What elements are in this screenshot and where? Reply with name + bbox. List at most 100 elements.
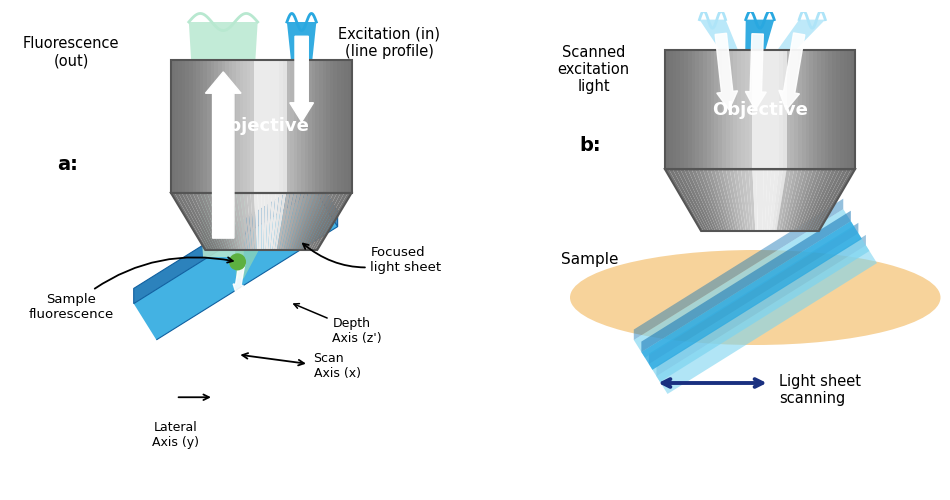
Polygon shape [730, 50, 733, 169]
Polygon shape [726, 169, 741, 231]
Polygon shape [836, 50, 840, 169]
Polygon shape [756, 50, 760, 169]
Polygon shape [207, 193, 230, 250]
Polygon shape [263, 193, 269, 250]
Polygon shape [832, 50, 836, 169]
Polygon shape [770, 169, 779, 231]
Polygon shape [225, 60, 229, 193]
Polygon shape [745, 50, 749, 169]
Polygon shape [825, 50, 828, 169]
Polygon shape [802, 50, 806, 169]
Polygon shape [308, 193, 341, 250]
Polygon shape [287, 60, 290, 193]
Polygon shape [793, 169, 817, 231]
Polygon shape [774, 169, 787, 231]
Polygon shape [771, 50, 775, 169]
Polygon shape [283, 60, 287, 193]
Polygon shape [312, 60, 315, 193]
Polygon shape [233, 60, 236, 193]
Polygon shape [276, 193, 290, 250]
Polygon shape [718, 50, 722, 169]
Polygon shape [175, 60, 179, 193]
Polygon shape [798, 169, 825, 231]
Polygon shape [293, 193, 315, 250]
Polygon shape [275, 193, 287, 250]
Polygon shape [814, 169, 851, 231]
Text: Scan
Axis (x): Scan Axis (x) [314, 352, 360, 380]
Polygon shape [707, 169, 730, 231]
Polygon shape [665, 50, 669, 169]
Polygon shape [649, 234, 869, 382]
Polygon shape [319, 60, 323, 193]
Polygon shape [233, 193, 246, 250]
Polygon shape [781, 169, 798, 231]
Polygon shape [247, 193, 255, 250]
Polygon shape [273, 193, 283, 250]
Polygon shape [251, 60, 254, 193]
Polygon shape [175, 193, 210, 250]
Polygon shape [326, 60, 330, 193]
Polygon shape [779, 169, 794, 231]
Text: Light sheet
scanning: Light sheet scanning [779, 374, 861, 406]
Polygon shape [680, 169, 712, 231]
Polygon shape [656, 235, 865, 376]
Polygon shape [229, 193, 243, 250]
Polygon shape [269, 60, 272, 193]
Polygon shape [817, 169, 855, 231]
Polygon shape [313, 193, 348, 250]
Polygon shape [684, 169, 715, 231]
Polygon shape [730, 169, 744, 231]
Polygon shape [733, 50, 737, 169]
Text: Depth
Axis (z'): Depth Axis (z') [294, 304, 382, 345]
Polygon shape [795, 169, 821, 231]
Polygon shape [680, 50, 684, 169]
Polygon shape [722, 169, 739, 231]
Polygon shape [722, 50, 726, 169]
Polygon shape [767, 169, 775, 231]
Polygon shape [257, 193, 261, 250]
Polygon shape [266, 193, 272, 250]
Polygon shape [308, 60, 312, 193]
Polygon shape [737, 169, 749, 231]
Polygon shape [261, 193, 265, 250]
Polygon shape [641, 210, 851, 352]
Polygon shape [684, 50, 688, 169]
Polygon shape [276, 60, 279, 193]
Polygon shape [699, 50, 703, 169]
Polygon shape [847, 50, 851, 169]
Polygon shape [676, 50, 680, 169]
Polygon shape [703, 169, 727, 231]
Polygon shape [771, 169, 783, 231]
Polygon shape [254, 60, 257, 193]
FancyArrow shape [290, 36, 314, 121]
Polygon shape [297, 193, 323, 250]
Polygon shape [268, 193, 276, 250]
Polygon shape [134, 175, 315, 304]
Polygon shape [809, 50, 813, 169]
Polygon shape [171, 60, 175, 193]
Polygon shape [337, 60, 341, 193]
Polygon shape [294, 60, 297, 193]
Polygon shape [197, 60, 199, 193]
Polygon shape [236, 193, 248, 250]
Polygon shape [669, 169, 706, 231]
Polygon shape [203, 60, 207, 193]
Polygon shape [790, 50, 794, 169]
FancyArrow shape [779, 33, 805, 110]
Polygon shape [711, 50, 714, 169]
Polygon shape [699, 169, 725, 231]
Polygon shape [333, 60, 337, 193]
Polygon shape [760, 169, 764, 231]
Polygon shape [301, 193, 330, 250]
Text: Scanned
excitation
light: Scanned excitation light [558, 44, 630, 94]
Polygon shape [779, 50, 783, 169]
Polygon shape [707, 50, 711, 169]
Polygon shape [193, 60, 197, 193]
Polygon shape [805, 169, 836, 231]
Polygon shape [817, 50, 821, 169]
Text: Objective: Objective [214, 118, 309, 136]
Polygon shape [800, 169, 828, 231]
Polygon shape [749, 50, 752, 169]
Polygon shape [315, 175, 337, 227]
Polygon shape [851, 50, 855, 169]
